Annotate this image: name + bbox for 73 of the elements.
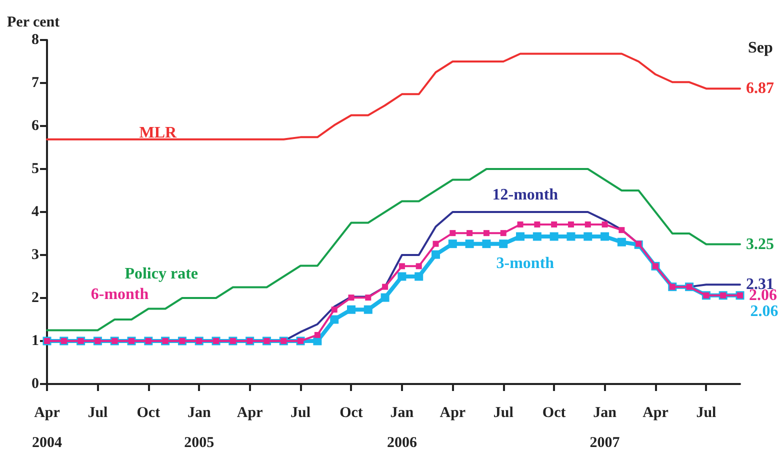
y-tick-label: 1 — [32, 333, 39, 349]
series-label: Policy rate — [124, 265, 198, 282]
point — [398, 272, 406, 281]
point — [550, 232, 558, 241]
data-label: 2.06 — [750, 302, 778, 320]
point — [584, 221, 591, 228]
point — [331, 306, 338, 313]
point — [348, 294, 354, 301]
y-tick-label: 5 — [32, 161, 39, 177]
point — [330, 315, 339, 324]
point — [450, 230, 456, 236]
point — [584, 232, 592, 241]
point — [364, 305, 372, 314]
point — [483, 230, 490, 236]
x-tick-label: Apr — [642, 405, 669, 421]
point — [432, 250, 440, 259]
point — [602, 221, 608, 228]
y-axis-title: Per cent — [7, 14, 60, 30]
line-series — [46, 52, 741, 140]
point — [314, 332, 320, 338]
point — [532, 232, 542, 241]
point — [365, 294, 372, 301]
series-label: 3-month — [496, 255, 554, 272]
x-tick-label: Apr — [236, 405, 264, 421]
x-tick-label: Jul — [290, 405, 311, 421]
point — [416, 263, 422, 270]
y-tick-label: 6 — [32, 118, 40, 134]
y-tick-label: 8 — [32, 32, 39, 48]
data-label: 6.87 — [746, 80, 774, 98]
x-tick-label: Apr — [440, 405, 466, 421]
x-tick-label: Jul — [696, 405, 716, 421]
x-tick-label: Apr 2004 — [32, 405, 62, 451]
point — [516, 232, 525, 241]
series-label: MLR — [139, 124, 177, 142]
point — [448, 240, 457, 248]
point — [398, 263, 405, 270]
point — [346, 305, 356, 314]
y-tick-label: 7 — [32, 75, 40, 91]
point — [617, 238, 626, 246]
data-label: 3.25 — [746, 236, 774, 253]
text: 6-month — [90, 286, 149, 304]
point — [517, 221, 524, 228]
x-tick-label: Oct — [340, 405, 363, 421]
point — [313, 336, 322, 346]
point — [551, 221, 558, 228]
point — [380, 293, 390, 302]
point — [566, 232, 576, 241]
x-tick-label: Jan 2007 — [590, 405, 620, 451]
point — [534, 221, 540, 228]
point — [482, 240, 491, 248]
point — [382, 284, 388, 290]
point — [568, 221, 574, 228]
x-tick-label: Oct — [136, 405, 160, 421]
y-tick-label: 2 — [32, 290, 39, 306]
x-tick-label: Oct — [542, 405, 566, 421]
text: Sep — [748, 40, 773, 56]
point — [500, 230, 506, 236]
point — [618, 227, 625, 234]
point — [432, 240, 439, 247]
y-tick-label: 3 — [32, 247, 39, 263]
x-tick-label: Jan 2005 — [184, 405, 214, 451]
point — [466, 230, 473, 236]
x-tick-label: Jul — [493, 405, 514, 421]
point — [600, 232, 610, 241]
y-tick-label: 0 — [32, 376, 39, 392]
series-label: 12-month — [492, 186, 558, 204]
point — [499, 240, 508, 248]
x-tick-label: Jul — [88, 405, 108, 421]
line-series — [46, 168, 741, 332]
y-tick-label: 4 — [32, 204, 40, 220]
point — [414, 272, 424, 281]
x-tick-label: Jan 2006 — [386, 405, 418, 451]
point — [465, 240, 474, 248]
